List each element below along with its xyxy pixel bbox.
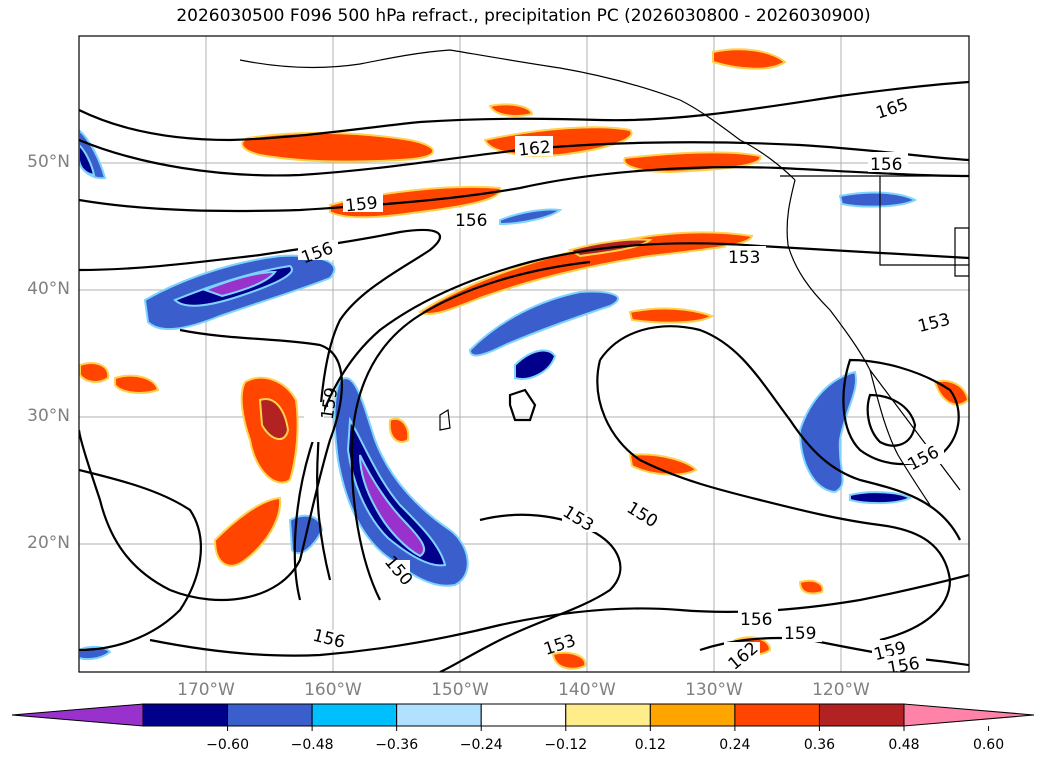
neg-east-coast-dark [849,491,913,505]
contour-label-159-c: 159 [784,624,816,644]
lat-label-50: 50°N [27,152,70,172]
contour-label-162: 162 [517,137,551,160]
colorbar-segment [142,703,229,727]
contour-label-159-b: 159 [318,386,342,421]
colorbar-tick-label: 0.60 [972,737,1005,753]
neg-ne-1 [838,191,918,208]
colorbar-tick-label: −0.24 [459,737,503,753]
lat-label-40: 40°N [27,279,70,299]
colorbar-segment [396,703,482,727]
colorbar-segment [734,703,820,727]
blob-west-4 [114,374,160,394]
colorbar-tick-label: 0.12 [634,737,666,753]
map-frame [78,35,970,673]
gridlines [79,36,969,672]
contour-label-156-a: 156 [455,211,487,231]
lon-label-130w: 130°W [685,680,743,700]
colorbar-segment [311,703,398,727]
neg-trough-main [333,377,469,587]
contours [79,80,969,672]
colorbar-tick-label: 0.24 [719,737,751,753]
colorbar-extend-min [11,703,144,727]
colorbar-segment [649,703,736,727]
neg-nw-1-dark [79,143,96,177]
lon-label-140w: 140°W [558,680,616,700]
colorbar-segment [818,703,905,727]
colorbar-tick-label: 0.36 [803,737,836,753]
lat-label-20: 20°N [27,533,70,553]
lon-label-170w: 170°W [177,680,235,700]
colorbar-tick-label: −0.36 [375,737,419,753]
blob-west-2 [213,496,282,567]
neg-small-1 [499,208,563,226]
blob-west-1-dark [258,398,290,440]
contour-label-156-g: 156 [886,654,921,679]
colorbar [11,703,1035,731]
blob-south-1 [551,651,587,670]
blob-west-3 [79,362,110,383]
neg-trough-dark [346,416,447,567]
contour-label-159-a: 159 [344,193,378,216]
map-title: 2026030500 F096 500 hPa refract., precip… [176,6,871,26]
contour-label-153-a: 153 [728,248,760,268]
blob-mid-2 [388,417,410,443]
colorbar-extend-max [903,703,1035,727]
band-north-pac [623,151,762,174]
colorbar-segment [565,703,651,727]
band-aleutian [241,131,435,163]
negative-anomaly-areas [79,128,918,661]
lat-label-30: 30°N [27,406,70,426]
neg-mid-blob [514,349,557,380]
blob-ne-1 [712,48,787,70]
colorbar-tick-label: −0.48 [290,737,334,753]
colorbar-segment [480,703,567,727]
contour-label-156-b: 156 [870,155,902,175]
colorbar-tick-label: −0.60 [206,737,249,753]
blob-ne-2 [488,103,534,117]
map-area: 165 162 159 156 156 156 153 153 159 156 … [79,36,969,679]
lon-label-150w: 150°W [431,680,489,700]
band-east-pac [628,307,715,324]
neg-east-coast [798,370,857,494]
lon-label-160w: 160°W [304,680,362,700]
colorbar-segment [227,703,313,727]
contour-labels: 165 162 159 156 156 156 153 153 159 156 … [298,95,955,679]
neg-trough-purple [359,454,426,558]
blob-mid-1 [628,453,698,476]
colorbar-tick-label: 0.48 [888,737,920,753]
neg-band-west-purple [202,270,277,298]
colorbar-tick-label: −0.12 [544,737,588,753]
lon-label-120w: 120°W [812,680,870,700]
blob-sc-1 [798,579,824,595]
contour-label-156-e: 156 [740,610,772,630]
neg-mid-band [468,290,619,357]
